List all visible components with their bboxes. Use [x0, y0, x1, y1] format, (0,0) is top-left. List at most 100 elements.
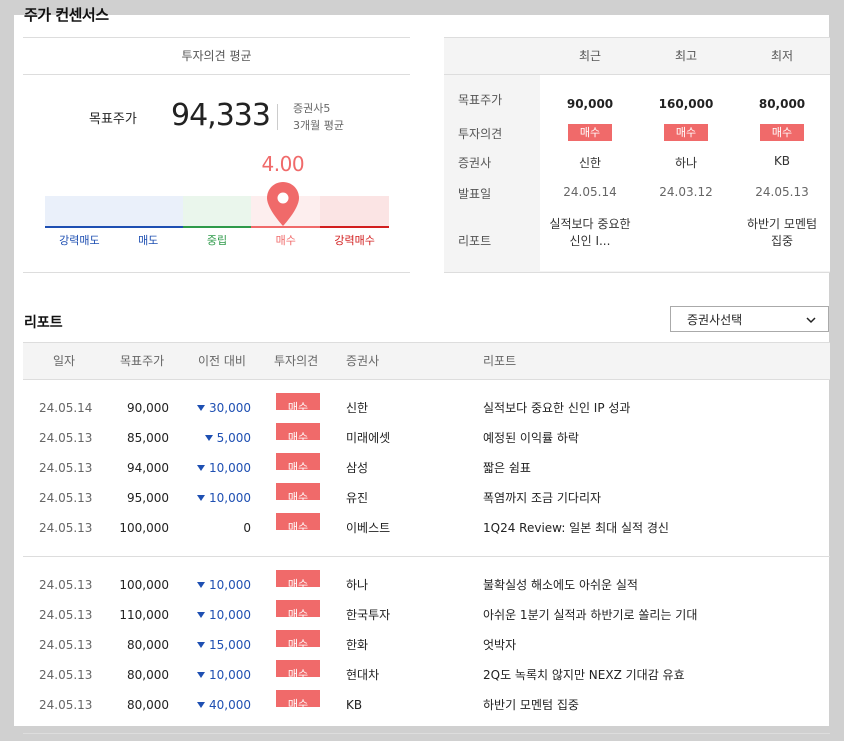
- opinion-badge: 매수: [276, 423, 320, 444]
- row-prev-diff: 40,000: [173, 690, 251, 720]
- row-prev-diff: 10,000: [173, 600, 251, 630]
- scale-label: 강력매도: [59, 234, 100, 247]
- low-date: 24.05.13: [755, 185, 809, 199]
- row-label-report: 리포트: [458, 234, 492, 248]
- row-broker: 미래에셋: [346, 431, 391, 445]
- recent-date: 24.05.14: [563, 185, 617, 199]
- row-broker: KB: [346, 698, 363, 712]
- opinion-scale-bar: [45, 196, 389, 228]
- opinion-scale-labels: 강력매도 매도 중립 매수 강력매수: [45, 232, 389, 248]
- row-target-price: 95,000: [127, 491, 169, 505]
- down-triangle-icon: [204, 434, 213, 441]
- recent-broker: 신한: [578, 156, 602, 170]
- opinion-badge: 매수: [276, 483, 320, 504]
- down-triangle-icon: [197, 641, 205, 648]
- table-row: 24.05.13 80,000 40,000 매수 KB 하반기 모멘텀 집중: [23, 690, 830, 720]
- row-report-link[interactable]: 폭염까지 조금 기다리자: [483, 491, 602, 505]
- scale-label: 강력매수: [334, 234, 375, 247]
- row-broker: 현대차: [346, 668, 380, 682]
- row-date: 24.05.14: [39, 401, 93, 415]
- row-diff-value: 10,000: [209, 491, 251, 505]
- down-triangle-icon: [197, 581, 205, 588]
- row-report-link[interactable]: 불확실성 해소에도 아쉬운 실적: [483, 578, 638, 592]
- row-prev-diff: 15,000: [173, 630, 251, 660]
- divider: [277, 104, 278, 130]
- section-title: 주가 컨센서스: [24, 6, 109, 24]
- row-report-link[interactable]: 하반기 모멘텀 집중: [483, 698, 579, 712]
- row-label-price: 목표주가: [458, 93, 503, 107]
- row-target-price: 100,000: [119, 578, 169, 592]
- row-target-price: 90,000: [127, 401, 169, 415]
- col-recent: 최근: [578, 49, 602, 63]
- row-label-opinion: 투자의견: [458, 127, 503, 141]
- down-triangle-icon: [197, 404, 205, 411]
- row-label-date: 발표일: [458, 187, 492, 201]
- table-row: 24.05.13 85,000 5,000 매수 미래에셋 예정된 이익률 하락: [23, 423, 830, 453]
- row-report-link[interactable]: 예정된 이익률 하락: [483, 431, 579, 445]
- average-period: 3개월 평균: [293, 119, 344, 132]
- row-report-link[interactable]: 2Q도 녹록치 않지만 NEXZ 기대감 유효: [483, 668, 685, 682]
- summary-body: [540, 74, 830, 271]
- header-target-price: 목표주가: [120, 354, 165, 368]
- header-report: 리포트: [483, 354, 517, 368]
- scale-segment: [320, 196, 389, 228]
- row-report-link[interactable]: 1Q24 Review: 일본 최대 실적 경신: [483, 521, 669, 535]
- consensus-summary-table: 최근 최고 최저 목표주가 투자의견 증권사 발표일 리포트 90,000 매수…: [444, 37, 830, 273]
- table-row: 24.05.13 110,000 10,000 매수 한국투자 아쉬운 1분기 실적과 하…: [23, 600, 830, 630]
- bottom-divider: [23, 733, 830, 734]
- high-opinion: 매수: [638, 124, 734, 141]
- row-diff-value: 5,000: [216, 431, 251, 445]
- scale-segment: [113, 196, 183, 228]
- row-date: 24.05.13: [39, 698, 93, 712]
- broker-select[interactable]: 증권사선택: [670, 306, 829, 332]
- row-prev-diff: 10,000: [173, 483, 251, 513]
- recent-price: 90,000: [566, 97, 614, 111]
- opinion-badge: 매수: [276, 453, 320, 474]
- header-broker: 증권사: [346, 354, 380, 368]
- table-row: 24.05.13 100,000 0 매수 이베스트 1Q24 Review: 일본 최대…: [23, 513, 830, 543]
- row-diff-value: 10,000: [209, 578, 251, 592]
- low-report-link[interactable]: 하반기 모멘텀 집중: [746, 217, 818, 248]
- row-target-price: 85,000: [127, 431, 169, 445]
- target-price-label: 목표주가: [89, 112, 137, 127]
- row-diff-value: 10,000: [209, 608, 251, 622]
- row-broker: 한화: [346, 638, 369, 652]
- scale-segment: [182, 196, 252, 228]
- opinion-badge: 매수: [276, 690, 320, 711]
- row-date: 24.05.13: [39, 461, 93, 475]
- row-prev-diff: 0: [173, 513, 251, 543]
- row-date: 24.05.13: [39, 491, 93, 505]
- opinion-badge: 매수: [760, 124, 804, 141]
- scale-label: 매수: [275, 234, 296, 247]
- col-high: 최고: [674, 49, 698, 63]
- opinion-badge: 매수: [276, 393, 320, 414]
- row-prev-diff: 30,000: [173, 393, 251, 423]
- row-report-link[interactable]: 아쉬운 1분기 실적과 하반기로 쏠리는 기대: [483, 608, 698, 622]
- row-diff-value: 10,000: [209, 668, 251, 682]
- recent-report-link[interactable]: 실적보다 중요한 신인 I...: [549, 217, 631, 248]
- row-target-price: 80,000: [127, 698, 169, 712]
- recent-opinion: 매수: [542, 124, 638, 141]
- row-report-link[interactable]: 짧은 쉼표: [483, 461, 531, 475]
- row-target-price: 94,000: [127, 461, 169, 475]
- opinion-badge: 매수: [664, 124, 708, 141]
- row-prev-diff: 10,000: [173, 660, 251, 690]
- row-diff-value: 0: [243, 521, 251, 535]
- row-broker: 하나: [346, 578, 369, 592]
- opinion-badge: 매수: [276, 513, 320, 534]
- high-date: 24.03.12: [659, 185, 713, 199]
- row-date: 24.05.13: [39, 521, 93, 535]
- row-date: 24.05.13: [39, 638, 93, 652]
- row-prev-diff: 10,000: [173, 570, 251, 600]
- high-broker: 하나: [674, 156, 698, 170]
- row-report-link[interactable]: 엇박자: [483, 638, 517, 652]
- scale-segment: [45, 196, 114, 228]
- row-date: 24.05.13: [39, 668, 93, 682]
- header-opinion: 투자의견: [274, 354, 319, 368]
- opinion-badge: 매수: [276, 570, 320, 591]
- row-report-link[interactable]: 실적보다 중요한 신인 IP 성과: [483, 401, 631, 415]
- row-date: 24.05.13: [39, 578, 93, 592]
- broker-select-value: 증권사선택: [687, 313, 743, 327]
- reports-title: 리포트: [24, 315, 63, 331]
- row-target-price: 80,000: [127, 638, 169, 652]
